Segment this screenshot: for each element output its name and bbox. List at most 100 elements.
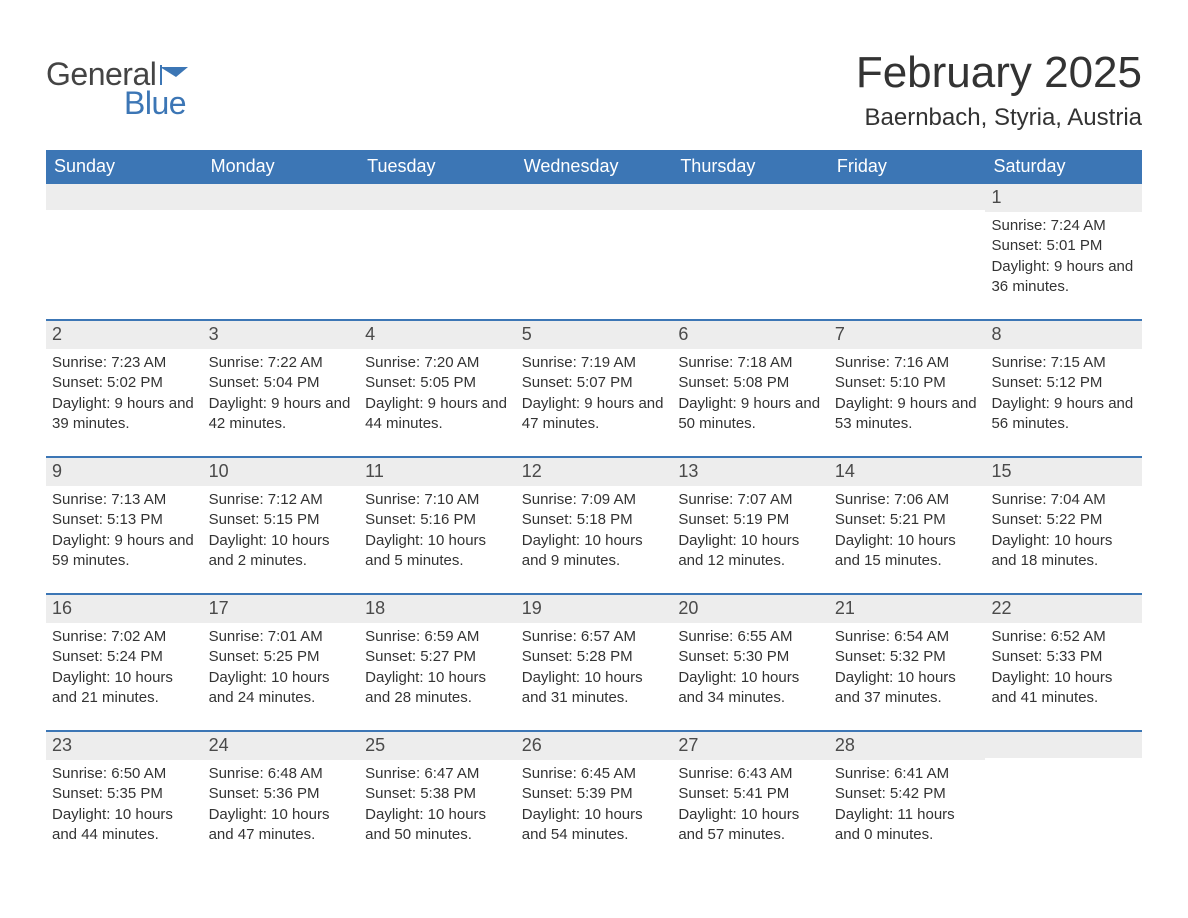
day-cell: 23Sunrise: 6:50 AMSunset: 5:35 PMDayligh… [46,732,203,867]
day-details: Sunrise: 6:54 AMSunset: 5:32 PMDaylight:… [829,623,986,708]
daylight-text: Daylight: 10 hours and 47 minutes. [209,805,354,846]
daylight-text: Daylight: 10 hours and 21 minutes. [52,668,197,709]
sunset-text: Sunset: 5:12 PM [991,373,1136,393]
day-details: Sunrise: 7:06 AMSunset: 5:21 PMDaylight:… [829,486,986,571]
day-number: 18 [359,595,516,623]
weekday-wednesday: Wednesday [516,150,673,184]
sunrise-text: Sunrise: 6:43 AM [678,764,823,784]
day-details: Sunrise: 7:16 AMSunset: 5:10 PMDaylight:… [829,349,986,434]
day-number: 20 [672,595,829,623]
sunset-text: Sunset: 5:16 PM [365,510,510,530]
sunset-text: Sunset: 5:08 PM [678,373,823,393]
day-details: Sunrise: 6:52 AMSunset: 5:33 PMDaylight:… [985,623,1142,708]
daylight-text: Daylight: 9 hours and 36 minutes. [991,257,1136,298]
daylight-text: Daylight: 10 hours and 24 minutes. [209,668,354,709]
day-details: Sunrise: 7:12 AMSunset: 5:15 PMDaylight:… [203,486,360,571]
calendar-page: General Blue February 2025 Baernbach, St… [0,0,1188,907]
day-number: 9 [46,458,203,486]
day-number: 17 [203,595,360,623]
week-row: 2Sunrise: 7:23 AMSunset: 5:02 PMDaylight… [46,319,1142,456]
daylight-text: Daylight: 10 hours and 41 minutes. [991,668,1136,709]
sunrise-text: Sunrise: 6:47 AM [365,764,510,784]
day-number: 2 [46,321,203,349]
daylight-text: Daylight: 10 hours and 5 minutes. [365,531,510,572]
day-details: Sunrise: 7:02 AMSunset: 5:24 PMDaylight:… [46,623,203,708]
daylight-text: Daylight: 9 hours and 53 minutes. [835,394,980,435]
day-details: Sunrise: 7:23 AMSunset: 5:02 PMDaylight:… [46,349,203,434]
weekday-header-row: Sunday Monday Tuesday Wednesday Thursday… [46,150,1142,184]
day-number: 25 [359,732,516,760]
daylight-text: Daylight: 10 hours and 18 minutes. [991,531,1136,572]
sunset-text: Sunset: 5:25 PM [209,647,354,667]
sunrise-text: Sunrise: 7:13 AM [52,490,197,510]
day-number: 14 [829,458,986,486]
sunset-text: Sunset: 5:13 PM [52,510,197,530]
day-cell: 20Sunrise: 6:55 AMSunset: 5:30 PMDayligh… [672,595,829,730]
daylight-text: Daylight: 10 hours and 28 minutes. [365,668,510,709]
sunrise-text: Sunrise: 7:16 AM [835,353,980,373]
week-row: 1Sunrise: 7:24 AMSunset: 5:01 PMDaylight… [46,184,1142,319]
day-number: 26 [516,732,673,760]
weekday-thursday: Thursday [672,150,829,184]
day-cell: 14Sunrise: 7:06 AMSunset: 5:21 PMDayligh… [829,458,986,593]
daylight-text: Daylight: 9 hours and 39 minutes. [52,394,197,435]
sunrise-text: Sunrise: 7:01 AM [209,627,354,647]
day-cell: 10Sunrise: 7:12 AMSunset: 5:15 PMDayligh… [203,458,360,593]
day-details: Sunrise: 7:20 AMSunset: 5:05 PMDaylight:… [359,349,516,434]
sunset-text: Sunset: 5:01 PM [991,236,1136,256]
day-cell [203,184,360,319]
day-details: Sunrise: 6:43 AMSunset: 5:41 PMDaylight:… [672,760,829,845]
day-number: 22 [985,595,1142,623]
sunrise-text: Sunrise: 7:02 AM [52,627,197,647]
day-number: 3 [203,321,360,349]
day-number: 16 [46,595,203,623]
day-number: 7 [829,321,986,349]
sunrise-text: Sunrise: 6:45 AM [522,764,667,784]
day-cell: 1Sunrise: 7:24 AMSunset: 5:01 PMDaylight… [985,184,1142,319]
sunrise-text: Sunrise: 7:15 AM [991,353,1136,373]
sunset-text: Sunset: 5:38 PM [365,784,510,804]
day-number: 19 [516,595,673,623]
sunrise-text: Sunrise: 7:20 AM [365,353,510,373]
day-cell [359,184,516,319]
sunset-text: Sunset: 5:15 PM [209,510,354,530]
sunrise-text: Sunrise: 6:48 AM [209,764,354,784]
day-cell: 24Sunrise: 6:48 AMSunset: 5:36 PMDayligh… [203,732,360,867]
sunset-text: Sunset: 5:36 PM [209,784,354,804]
day-number: 1 [985,184,1142,212]
daylight-text: Daylight: 10 hours and 50 minutes. [365,805,510,846]
weekday-tuesday: Tuesday [359,150,516,184]
daylight-text: Daylight: 10 hours and 34 minutes. [678,668,823,709]
daylight-text: Daylight: 10 hours and 2 minutes. [209,531,354,572]
sunset-text: Sunset: 5:21 PM [835,510,980,530]
sunset-text: Sunset: 5:27 PM [365,647,510,667]
daylight-text: Daylight: 10 hours and 12 minutes. [678,531,823,572]
sunrise-text: Sunrise: 6:57 AM [522,627,667,647]
day-details: Sunrise: 7:07 AMSunset: 5:19 PMDaylight:… [672,486,829,571]
sunset-text: Sunset: 5:02 PM [52,373,197,393]
day-details: Sunrise: 7:19 AMSunset: 5:07 PMDaylight:… [516,349,673,434]
day-cell [985,732,1142,867]
day-number: 8 [985,321,1142,349]
day-cell: 6Sunrise: 7:18 AMSunset: 5:08 PMDaylight… [672,321,829,456]
day-cell: 11Sunrise: 7:10 AMSunset: 5:16 PMDayligh… [359,458,516,593]
day-cell: 2Sunrise: 7:23 AMSunset: 5:02 PMDaylight… [46,321,203,456]
day-number [46,184,203,210]
sunrise-text: Sunrise: 6:41 AM [835,764,980,784]
daylight-text: Daylight: 10 hours and 31 minutes. [522,668,667,709]
daylight-text: Daylight: 10 hours and 15 minutes. [835,531,980,572]
day-details: Sunrise: 6:50 AMSunset: 5:35 PMDaylight:… [46,760,203,845]
weekday-monday: Monday [203,150,360,184]
daylight-text: Daylight: 10 hours and 44 minutes. [52,805,197,846]
title-block: February 2025 Baernbach, Styria, Austria [856,48,1142,132]
day-cell: 15Sunrise: 7:04 AMSunset: 5:22 PMDayligh… [985,458,1142,593]
day-number [829,184,986,210]
logo-text-blue: Blue [124,85,186,122]
week-row: 16Sunrise: 7:02 AMSunset: 5:24 PMDayligh… [46,593,1142,730]
day-number: 13 [672,458,829,486]
day-details: Sunrise: 6:57 AMSunset: 5:28 PMDaylight:… [516,623,673,708]
day-number [985,732,1142,758]
day-cell: 8Sunrise: 7:15 AMSunset: 5:12 PMDaylight… [985,321,1142,456]
sunset-text: Sunset: 5:22 PM [991,510,1136,530]
month-title: February 2025 [856,48,1142,98]
